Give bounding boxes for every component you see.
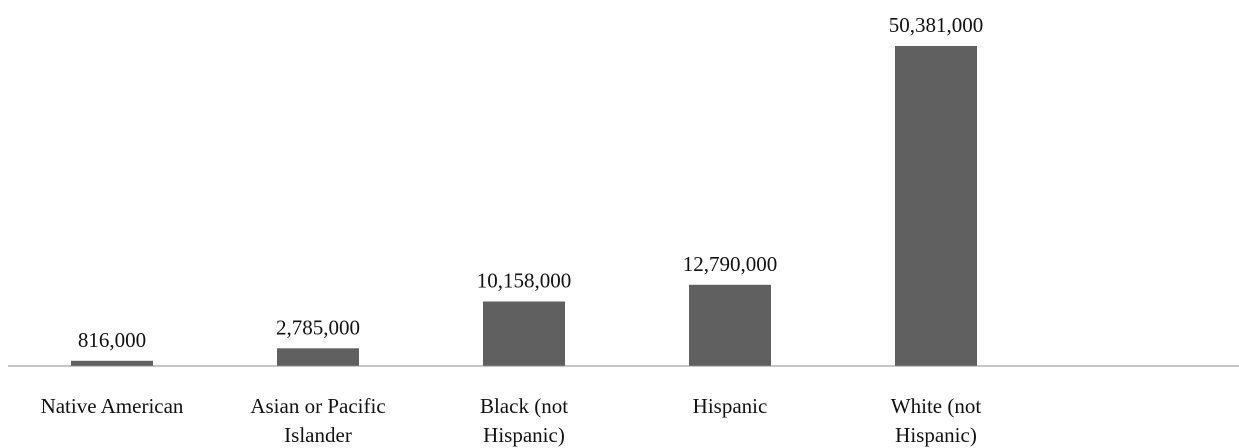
bar-4: [895, 46, 977, 366]
bars-group: [71, 46, 977, 366]
category-label-3: Hispanic: [693, 394, 768, 418]
category-label-1-line-0: Asian or Pacific: [250, 394, 385, 418]
data-label-1: 2,785,000: [276, 315, 360, 339]
category-label-2-line-0: Black (not: [480, 394, 568, 418]
category-labels-group: Native American Asian or Pacific Islander B…: [41, 394, 982, 447]
bar-0: [71, 360, 153, 366]
category-label-4-line-1: Hispanic): [895, 423, 977, 447]
bar-1: [277, 348, 359, 366]
category-label-0: Native American: [41, 394, 184, 418]
data-label-0: 816,000: [78, 328, 146, 352]
category-label-1-line-1: Islander: [284, 423, 352, 447]
data-label-3: 12,790,000: [683, 252, 778, 276]
bar-3: [689, 284, 771, 366]
data-labels-group: 816,000 2,785,000 10,158,000 12,790,000 50,3…: [78, 13, 983, 352]
category-label-4-line-0: White (not: [891, 394, 982, 418]
data-label-4: 50,381,000: [889, 13, 984, 37]
data-label-2: 10,158,000: [477, 269, 572, 293]
category-label-2-line-1: Hispanic): [483, 423, 565, 447]
bar-2: [483, 301, 565, 366]
